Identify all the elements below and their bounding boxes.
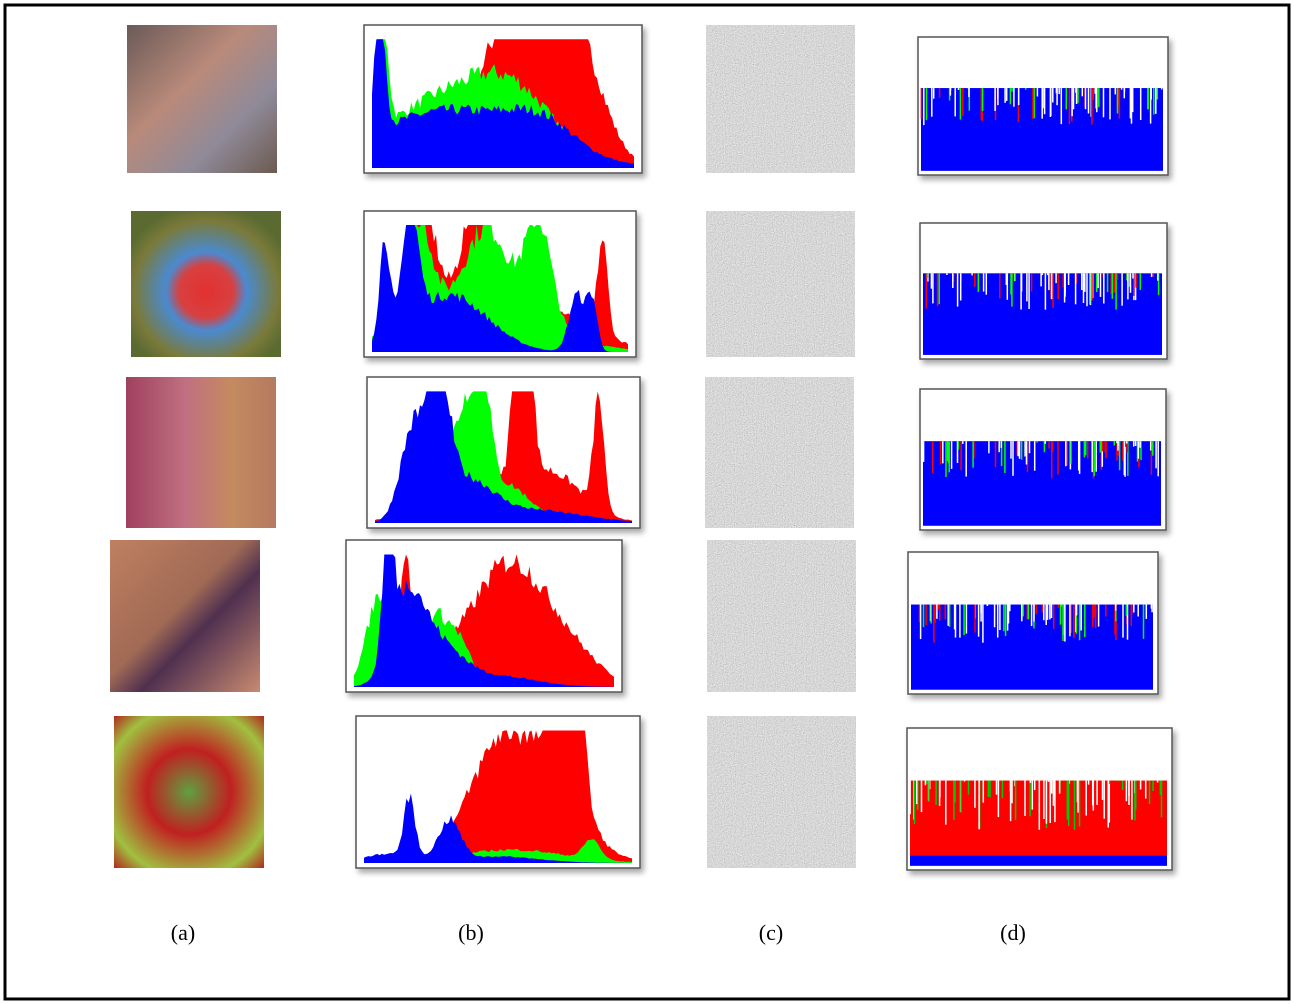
encrypted-image [707, 540, 856, 692]
source-image [131, 211, 281, 357]
encrypted-image [706, 25, 855, 173]
encrypted-image [707, 716, 856, 868]
source-image [127, 25, 277, 173]
cells [110, 25, 1172, 870]
encrypted-histogram-base [910, 856, 1167, 866]
encrypted-histogram-fill [923, 273, 1162, 355]
encrypted-image [706, 211, 855, 357]
source-image [110, 540, 260, 692]
caption: (d) [1000, 920, 1026, 945]
caption: (a) [171, 920, 195, 945]
page: {"captions": ["(a)", "(b)", "(c)", "(d)"… [0, 0, 1294, 1004]
source-image [114, 716, 264, 868]
encrypted-image [705, 377, 854, 528]
source-image [126, 377, 276, 528]
caption: (c) [759, 920, 783, 945]
figure: (a) (b) (c) (d) [0, 0, 1294, 1004]
caption: (b) [458, 920, 484, 945]
